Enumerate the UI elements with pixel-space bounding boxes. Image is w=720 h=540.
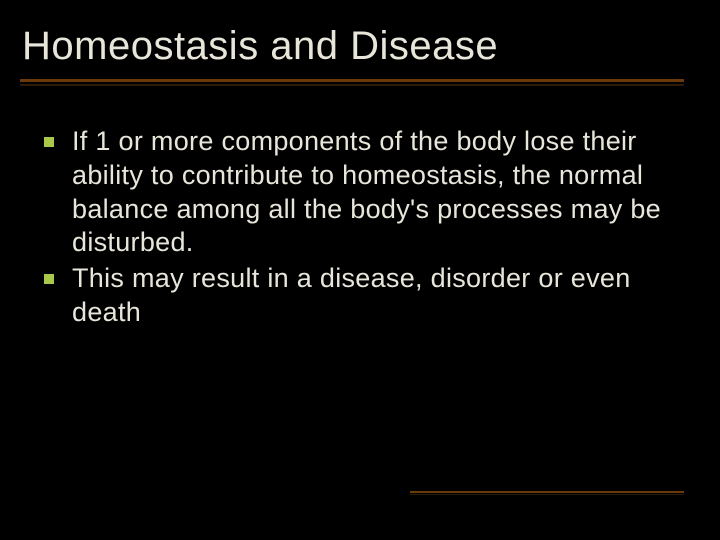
footer-divider xyxy=(410,491,684,494)
slide-body: If 1 or more components of the body lose… xyxy=(20,125,684,330)
bullet-text: If 1 or more components of the body lose… xyxy=(72,125,674,260)
slide-title: Homeostasis and Disease xyxy=(22,24,684,69)
footer-line xyxy=(410,491,684,493)
bullet-icon xyxy=(44,137,54,147)
slide: Homeostasis and Disease If 1 or more com… xyxy=(0,0,720,540)
list-item: This may result in a disease, disorder o… xyxy=(44,262,674,330)
divider-shadow xyxy=(20,84,684,86)
footer-shadow xyxy=(410,494,684,495)
title-divider xyxy=(20,79,684,87)
divider-line xyxy=(20,79,684,82)
list-item: If 1 or more components of the body lose… xyxy=(44,125,674,260)
bullet-icon xyxy=(44,274,54,284)
bullet-text: This may result in a disease, disorder o… xyxy=(72,262,674,330)
